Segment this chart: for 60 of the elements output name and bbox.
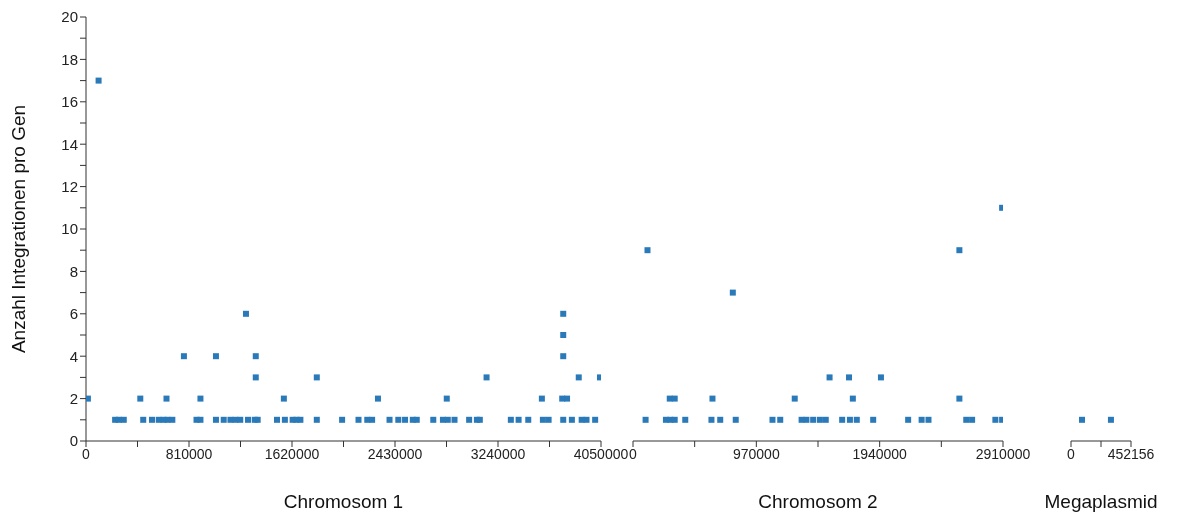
x-tick-label: 2430000 bbox=[367, 445, 423, 462]
x-axis-title: Chromosom 1 bbox=[283, 491, 404, 512]
point bbox=[682, 416, 689, 423]
point bbox=[708, 416, 715, 423]
point bbox=[816, 416, 823, 423]
y-tick-label: 0 bbox=[69, 432, 78, 450]
x-axis-title: Megaplasmid bbox=[1044, 491, 1158, 512]
y-tick-label: 16 bbox=[61, 93, 78, 111]
point bbox=[791, 395, 798, 402]
x-tick-label: 0 bbox=[1067, 445, 1076, 462]
x-tick-label: 1620000 bbox=[264, 445, 320, 462]
point bbox=[846, 416, 853, 423]
point bbox=[905, 416, 912, 423]
point bbox=[769, 416, 776, 423]
point bbox=[839, 416, 846, 423]
y-tick-label: 20 bbox=[61, 8, 78, 26]
point bbox=[969, 416, 976, 423]
point bbox=[709, 395, 716, 402]
y-tick-label: 8 bbox=[69, 262, 78, 280]
y-tick-label: 12 bbox=[61, 177, 78, 195]
point bbox=[717, 416, 724, 423]
y-tick-label: 6 bbox=[69, 305, 78, 323]
point bbox=[925, 416, 932, 423]
point bbox=[671, 416, 678, 423]
point bbox=[826, 374, 833, 381]
y-axis-title: Anzahl Integrationen pro Gen bbox=[7, 104, 29, 354]
point bbox=[956, 395, 963, 402]
y-tick-label: 10 bbox=[61, 220, 78, 238]
y-tick-label: 18 bbox=[61, 50, 78, 68]
point bbox=[918, 416, 925, 423]
point bbox=[822, 416, 829, 423]
x-tick-label: 970000 bbox=[732, 445, 780, 462]
point bbox=[849, 395, 856, 402]
point bbox=[810, 416, 817, 423]
point bbox=[853, 416, 860, 423]
point bbox=[963, 416, 970, 423]
point bbox=[732, 416, 739, 423]
y-tick-label: 2 bbox=[69, 389, 78, 407]
point bbox=[777, 416, 784, 423]
point bbox=[877, 374, 884, 381]
x-tick-label: 4050000 bbox=[573, 445, 629, 462]
x-tick-label: 810000 bbox=[165, 445, 213, 462]
point bbox=[846, 374, 853, 381]
point bbox=[992, 416, 999, 423]
y-tick-label: 14 bbox=[61, 135, 78, 153]
y-tick-label: 4 bbox=[69, 347, 78, 365]
point bbox=[956, 247, 963, 254]
x-tick-label: 0 bbox=[629, 445, 638, 462]
point bbox=[803, 416, 810, 423]
x-tick-label: 1940000 bbox=[852, 445, 908, 462]
x-axis-title: Chromosom 2 bbox=[758, 491, 878, 512]
point bbox=[671, 395, 678, 402]
x-tick-label: 452156 bbox=[1107, 445, 1155, 462]
x-tick-label: 0 bbox=[82, 445, 91, 462]
point bbox=[644, 247, 651, 254]
x-tick-label: 2910000 bbox=[975, 445, 1031, 462]
point bbox=[642, 416, 649, 423]
point bbox=[729, 289, 736, 296]
x-tick-label: 3240000 bbox=[470, 445, 526, 462]
point bbox=[870, 416, 877, 423]
